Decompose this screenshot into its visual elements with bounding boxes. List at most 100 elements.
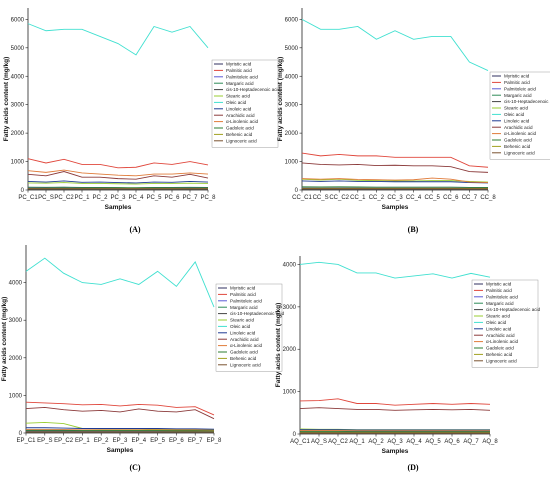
series-line-oleic-acid bbox=[27, 23, 209, 56]
legend-entry: Behenic acid bbox=[486, 352, 513, 357]
x-axis-title: Samples bbox=[382, 204, 409, 211]
legend-frame bbox=[489, 71, 550, 160]
x-tick-label: PC_5 bbox=[146, 195, 162, 201]
x-tick-label: EP_C2 bbox=[54, 438, 74, 444]
series-line-arachidic-acid bbox=[299, 407, 491, 411]
y-tick-label: 3000 bbox=[11, 103, 25, 109]
y-axis-title: Fatty acids content (mg/kg) bbox=[3, 57, 10, 142]
legend-entry: Linoleic acid bbox=[226, 106, 252, 111]
x-tick-label: EP_6 bbox=[169, 438, 184, 444]
x-tick-label: PC_8 bbox=[200, 195, 216, 201]
legend-entry: Palmitic acid bbox=[226, 68, 252, 73]
y-tick-label: 4000 bbox=[283, 262, 297, 268]
y-tick-label: 2000 bbox=[283, 347, 297, 353]
legend-entry: Myristic acid bbox=[504, 74, 530, 79]
y-tick-label: 6000 bbox=[11, 17, 25, 23]
legend-entry: cis-10-Heptadecenoic acid bbox=[230, 311, 285, 316]
x-tick-label: EP_2 bbox=[94, 438, 109, 444]
x-tick-label: PC_3 bbox=[110, 195, 126, 201]
panel-label: (C) bbox=[129, 463, 140, 472]
series-line-oleic-acid bbox=[25, 257, 215, 308]
legend-entry: cis-10-Heptadecenoic acid bbox=[504, 99, 550, 104]
series-line--linolenic-acid bbox=[27, 169, 209, 177]
legend-entry: Myristic acid bbox=[230, 286, 256, 291]
legend-entry: Lignoceric acid bbox=[230, 362, 261, 367]
x-tick-label: AQ_S bbox=[311, 439, 327, 445]
legend-entry: Lignoceric acid bbox=[486, 358, 517, 363]
y-axis-title: Fatty acids content (mg/kg) bbox=[277, 57, 284, 142]
y-tick-label: 6000 bbox=[285, 17, 299, 23]
x-tick-label: EP_8 bbox=[207, 438, 222, 444]
y-tick-label: 3000 bbox=[9, 318, 23, 324]
panel-label: (D) bbox=[407, 463, 418, 472]
y-tick-label: 1000 bbox=[285, 160, 299, 166]
legend-entry: Behenic acid bbox=[504, 144, 531, 149]
legend-entry: Margaric acid bbox=[504, 93, 532, 98]
legend-entry: Margaric acid bbox=[486, 301, 514, 306]
legend-entry: Gadoleic acid bbox=[486, 346, 514, 351]
legend-entry: Margaric acid bbox=[230, 305, 258, 310]
y-axis-title: Fatty acids content (mg/kg) bbox=[1, 297, 8, 382]
x-tick-label: PC_C2 bbox=[54, 195, 74, 201]
legend-entry: Oleic acid bbox=[230, 324, 251, 329]
legend-entry: Arachidic acid bbox=[486, 333, 515, 338]
x-axis-title: Samples bbox=[105, 204, 132, 211]
legend-entry: α-Linolenic acid bbox=[486, 339, 518, 344]
legend-entry: Behenic acid bbox=[230, 356, 257, 361]
x-tick-label: EP_C1 bbox=[16, 438, 36, 444]
series-line-gadoleic-acid bbox=[27, 186, 209, 189]
series-line-stearic-acid bbox=[27, 182, 209, 185]
legend-entry: Arachidic acid bbox=[504, 125, 533, 130]
x-tick-label: AQ_5 bbox=[425, 439, 441, 445]
legend-entry: Linoleic acid bbox=[504, 118, 530, 123]
x-tick-label: CC_S bbox=[313, 195, 329, 201]
x-tick-label: CC_7 bbox=[462, 195, 478, 201]
legend-entry: cis-10-Heptadecenoic acid bbox=[486, 307, 541, 312]
series-line-palmitic-acid bbox=[27, 158, 209, 169]
y-tick-label: 0 bbox=[21, 188, 25, 194]
x-tick-label: CC_6 bbox=[443, 195, 459, 201]
legend-entry: Gadoleic acid bbox=[504, 138, 532, 143]
legend-entry: Arachidic acid bbox=[230, 337, 259, 342]
series-line-arachidic-acid bbox=[27, 171, 209, 180]
legend-entry: Linoleic acid bbox=[230, 330, 256, 335]
chart-panel-3: 0 1000 2000 3000 4000 EP_C1 EP_S EP_C2 EP_1 EP_2 E… bbox=[1, 245, 285, 472]
x-tick-label: AQ_4 bbox=[406, 439, 422, 445]
y-tick-label: 1000 bbox=[11, 160, 25, 166]
x-tick-label: CC_2 bbox=[369, 195, 385, 201]
series-line--linolenic-acid bbox=[301, 177, 489, 184]
legend-entry: Palmitoleic acid bbox=[226, 74, 258, 79]
x-tick-label: AQ_1 bbox=[349, 439, 365, 445]
y-tick-label: 3000 bbox=[285, 103, 299, 109]
legend-entry: Palmitoleic acid bbox=[230, 298, 262, 303]
legend-entry: Linoleic acid bbox=[486, 326, 512, 331]
x-tick-label: EP_7 bbox=[188, 438, 203, 444]
x-tick-label: PC_7 bbox=[182, 195, 198, 201]
legend-entry: Lignoceric acid bbox=[504, 150, 535, 155]
x-tick-label: AQ_7 bbox=[463, 439, 479, 445]
legend-frame bbox=[211, 59, 279, 148]
legend-entry: Arachidic acid bbox=[226, 113, 255, 118]
legend-entry: Gadoleic acid bbox=[226, 126, 254, 131]
x-tick-label: EP_4 bbox=[131, 438, 146, 444]
legend-entry: α-Linolenic acid bbox=[230, 343, 262, 348]
y-tick-label: 4000 bbox=[11, 74, 25, 80]
legend-entry: Palmitoleic acid bbox=[504, 86, 536, 91]
series-line-palmitic-acid bbox=[301, 152, 489, 168]
series-line-stearic-acid bbox=[301, 178, 489, 183]
panel-label: (B) bbox=[408, 225, 419, 234]
y-tick-label: 1000 bbox=[9, 393, 23, 399]
y-axis-title: Fatty acids content (mg/kg) bbox=[275, 303, 282, 388]
series-line-arachidic-acid bbox=[301, 162, 489, 173]
x-tick-label: CC_1 bbox=[350, 195, 366, 201]
legend-entry: Gadoleic acid bbox=[230, 350, 258, 355]
legend-entry: Palmitic acid bbox=[504, 80, 530, 85]
y-tick-label: 4000 bbox=[9, 281, 23, 287]
x-tick-label: CC_C1 bbox=[292, 195, 312, 201]
